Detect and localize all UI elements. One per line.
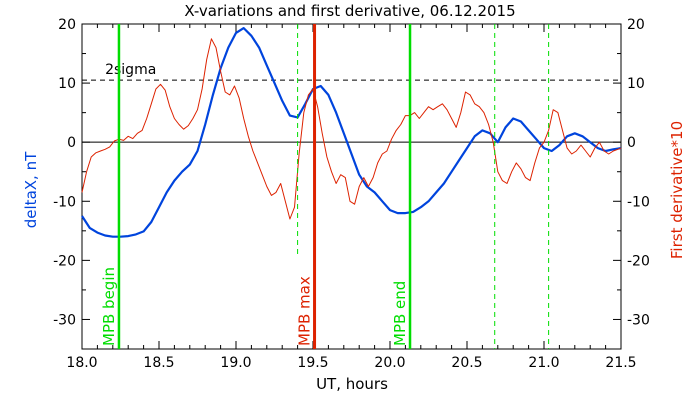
y-tick-label-left: -20 — [53, 253, 76, 269]
series-derivative-line — [81, 38, 622, 220]
y-tick-label-right: -10 — [627, 194, 650, 210]
y-tick-label-right: 0 — [627, 135, 636, 151]
y-axis-label-right: First derivative*10 — [668, 121, 686, 259]
x-tick-label: 21.5 — [605, 355, 636, 371]
y-tick-label-left: -30 — [53, 312, 76, 328]
sigma-label: 2sigma — [105, 62, 156, 78]
x-tick-label: 19.5 — [297, 355, 328, 371]
x-tick-label: 20.0 — [374, 355, 405, 371]
y-tick-label-left: -10 — [53, 194, 76, 210]
x-tick-label: 18.5 — [143, 355, 174, 371]
x-tick-label: 18.0 — [66, 355, 97, 371]
y-tick-label-left: 10 — [58, 76, 76, 92]
chart-title: X-variations and first derivative, 06.12… — [184, 2, 515, 20]
series-deltax-line — [81, 27, 622, 238]
y-tick-label-right: -20 — [627, 253, 650, 269]
marker-label: MPB end — [391, 281, 409, 346]
plot-frame — [81, 23, 622, 350]
y-tick-label-right: 10 — [627, 76, 645, 92]
x-tick-label: 21.0 — [528, 355, 559, 371]
y-tick-label-left: 20 — [58, 17, 76, 33]
x-axis-label: UT, hours — [316, 375, 388, 393]
x-tick-label: 20.5 — [451, 355, 482, 371]
marker-label: MPB max — [296, 276, 314, 346]
y-tick-label-right: 20 — [627, 17, 645, 33]
y-tick-label-right: -30 — [627, 312, 650, 328]
y-axis-label-left: deltaX, nT — [22, 151, 40, 228]
marker-label: MPB begin — [100, 267, 118, 346]
y-tick-label-left: 0 — [67, 135, 76, 151]
x-tick-label: 19.0 — [220, 355, 251, 371]
